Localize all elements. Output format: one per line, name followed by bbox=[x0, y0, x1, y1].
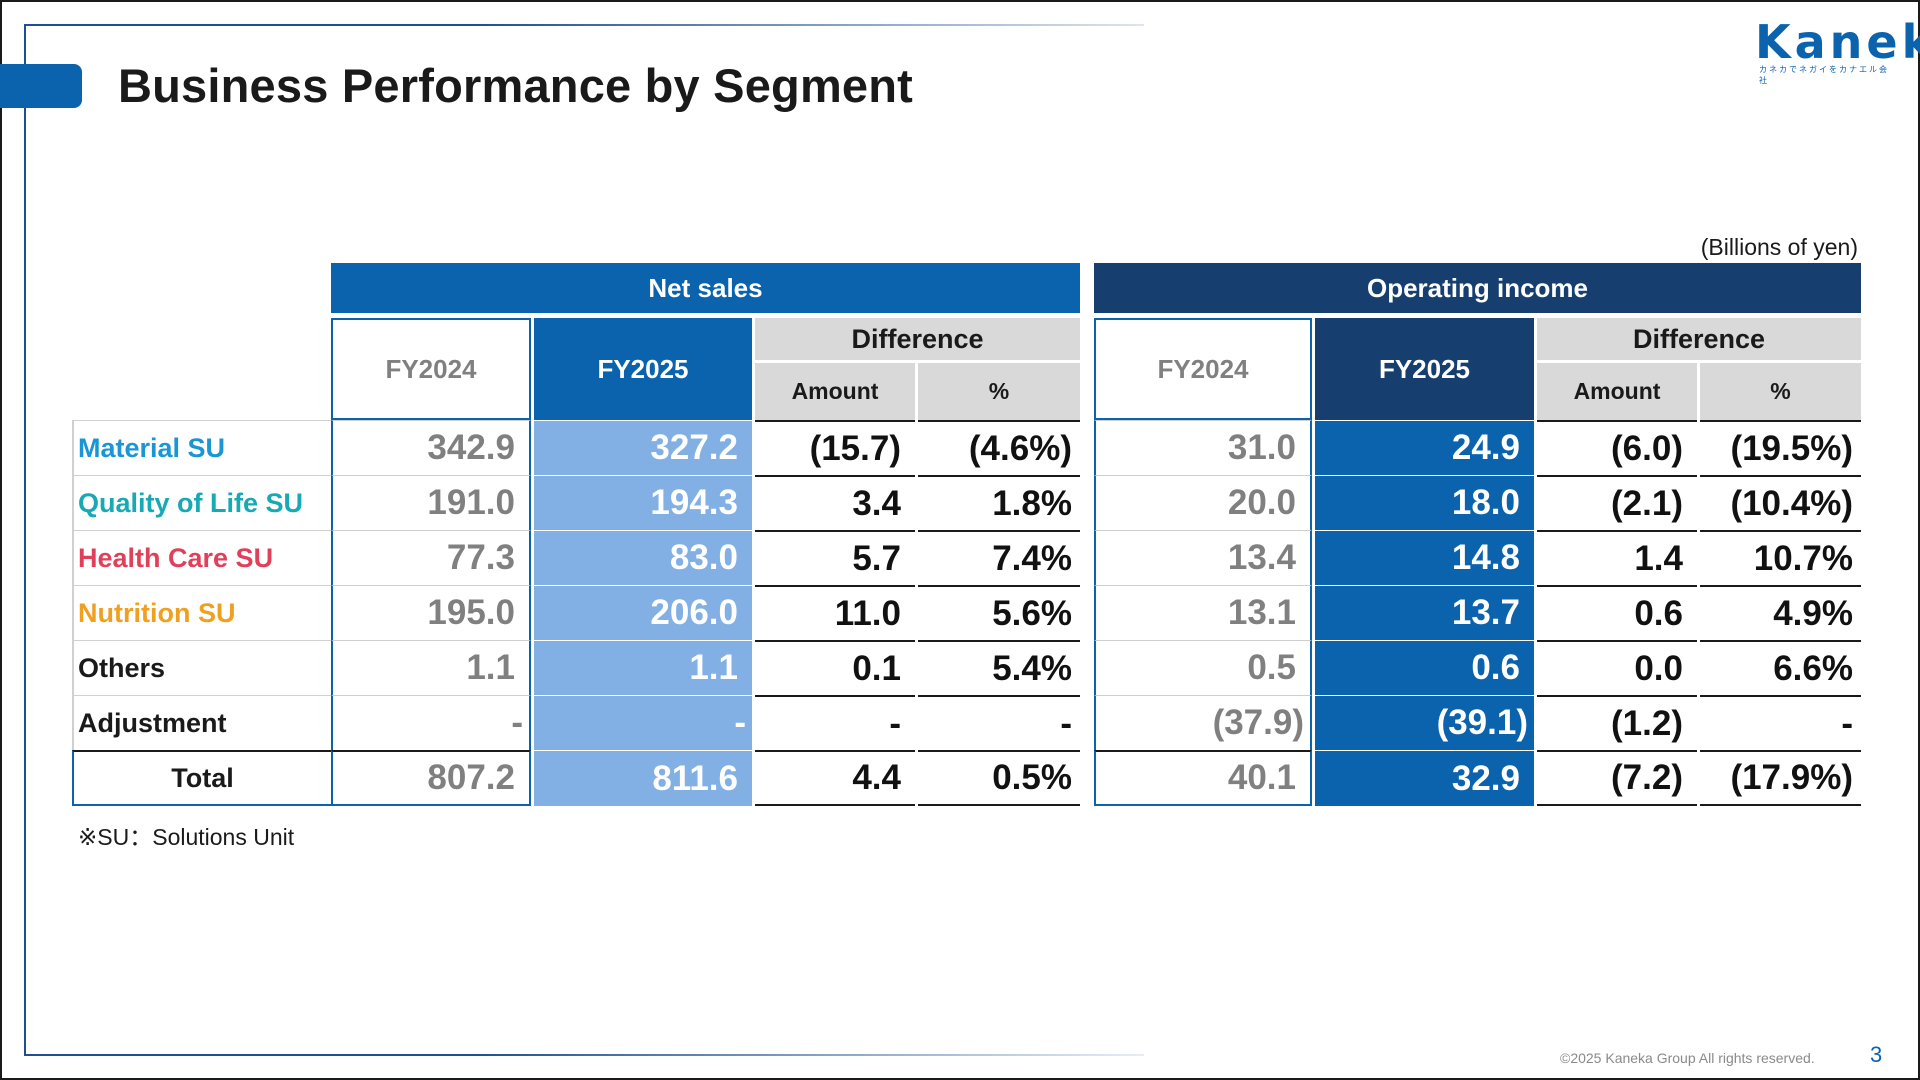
ns-amount-value: 11.0 bbox=[755, 585, 915, 640]
row-label: Nutrition SU bbox=[72, 585, 331, 640]
oi-pct-value: - bbox=[1700, 695, 1861, 750]
ns-fy2025-value: 83.0 bbox=[534, 530, 752, 585]
operating-income-header: Operating income bbox=[1094, 263, 1861, 313]
copyright: ©2025 Kaneka Group All rights reserved. bbox=[1560, 1050, 1815, 1066]
oi-amount-value: 0.6 bbox=[1537, 585, 1697, 640]
oi-pct-value: 10.7% bbox=[1700, 530, 1861, 585]
oi-fy2025-value: (39.1) bbox=[1315, 695, 1534, 750]
oi-pct-value: (10.4%) bbox=[1700, 475, 1861, 530]
ns-amount-value: 5.7 bbox=[755, 530, 915, 585]
oi-fy2024-header: FY2024 bbox=[1094, 318, 1312, 420]
unit-note: (Billions of yen) bbox=[1700, 234, 1858, 260]
row-label: Others bbox=[72, 640, 331, 695]
oi-fy2025-value: 14.8 bbox=[1315, 530, 1534, 585]
oi-fy2024-value: 13.1 bbox=[1094, 585, 1312, 640]
left-rule bbox=[24, 24, 26, 1054]
kaneka-logo: Kaneka カネカでネガイをカナエル会社 bbox=[1755, 15, 1920, 86]
oi-fy2025-total: 32.9 bbox=[1315, 750, 1534, 806]
oi-amount-value: (6.0) bbox=[1537, 420, 1697, 475]
oi-amount-total: (7.2) bbox=[1537, 750, 1697, 806]
footnote: ※SU：Solutions Unit bbox=[78, 824, 295, 850]
ns-amount-header: Amount bbox=[755, 363, 915, 420]
oi-amount-value: 1.4 bbox=[1537, 530, 1697, 585]
row-label: Material SU bbox=[72, 420, 331, 475]
oi-pct-value: 6.6% bbox=[1700, 640, 1861, 695]
oi-fy2025-value: 24.9 bbox=[1315, 420, 1534, 475]
ns-fy2025-value: - bbox=[534, 695, 752, 750]
oi-pct-header: % bbox=[1700, 363, 1861, 420]
ns-difference-header: Difference bbox=[755, 318, 1080, 360]
ns-pct-total: 0.5% bbox=[918, 750, 1080, 806]
oi-amount-value: 0.0 bbox=[1537, 640, 1697, 695]
total-label: Total bbox=[72, 750, 331, 806]
oi-fy2024-value: 31.0 bbox=[1094, 420, 1312, 475]
ns-amount-value: 3.4 bbox=[755, 475, 915, 530]
ns-pct-value: 5.6% bbox=[918, 585, 1080, 640]
ns-amount-value: (15.7) bbox=[755, 420, 915, 475]
title-accent-tab bbox=[0, 64, 82, 108]
oi-fy2024-total: 40.1 bbox=[1094, 750, 1312, 806]
ns-fy2024-value: 195.0 bbox=[331, 585, 531, 640]
oi-amount-value: (1.2) bbox=[1537, 695, 1697, 750]
oi-fy2024-value: 20.0 bbox=[1094, 475, 1312, 530]
ns-fy2025-total: 811.6 bbox=[534, 750, 752, 806]
row-label: Health Care SU bbox=[72, 530, 331, 585]
oi-amount-header: Amount bbox=[1537, 363, 1697, 420]
oi-fy2025-value: 13.7 bbox=[1315, 585, 1534, 640]
ns-fy2024-value: 191.0 bbox=[331, 475, 531, 530]
top-rule bbox=[24, 24, 1144, 26]
ns-pct-value: (4.6%) bbox=[918, 420, 1080, 475]
oi-pct-value: 4.9% bbox=[1700, 585, 1861, 640]
ns-pct-value: - bbox=[918, 695, 1080, 750]
row-label: Adjustment bbox=[72, 695, 331, 750]
page-number: 3 bbox=[1870, 1042, 1883, 1067]
oi-pct-value: (19.5%) bbox=[1700, 420, 1861, 475]
ns-pct-value: 5.4% bbox=[918, 640, 1080, 695]
ns-fy2024-total: 807.2 bbox=[331, 750, 531, 806]
ns-amount-value: - bbox=[755, 695, 915, 750]
logo-tagline: カネカでネガイをカナエル会社 bbox=[1759, 65, 1889, 85]
oi-fy2025-value: 0.6 bbox=[1315, 640, 1534, 695]
oi-fy2024-value: 0.5 bbox=[1094, 640, 1312, 695]
ns-fy2024-header: FY2024 bbox=[331, 318, 531, 420]
ns-fy2025-value: 206.0 bbox=[534, 585, 752, 640]
page-title: Business Performance by Segment bbox=[118, 59, 914, 112]
ns-fy2024-value: - bbox=[331, 695, 531, 750]
oi-difference-header: Difference bbox=[1537, 318, 1861, 360]
ns-fy2025-value: 194.3 bbox=[534, 475, 752, 530]
ns-fy2024-value: 1.1 bbox=[331, 640, 531, 695]
ns-pct-value: 1.8% bbox=[918, 475, 1080, 530]
ns-amount-value: 0.1 bbox=[755, 640, 915, 695]
row-label: Quality of Life SU bbox=[72, 475, 331, 530]
ns-fy2024-value: 342.9 bbox=[331, 420, 531, 475]
ns-pct-value: 7.4% bbox=[918, 530, 1080, 585]
oi-fy2024-value: 13.4 bbox=[1094, 530, 1312, 585]
logo-wordmark: Kaneka bbox=[1755, 15, 1920, 69]
oi-pct-total: (17.9%) bbox=[1700, 750, 1861, 806]
net-sales-header: Net sales bbox=[331, 263, 1080, 313]
ns-fy2024-value: 77.3 bbox=[331, 530, 531, 585]
ns-fy2025-header: FY2025 bbox=[534, 318, 752, 420]
oi-fy2024-value: (37.9) bbox=[1094, 695, 1312, 750]
oi-fy2025-value: 18.0 bbox=[1315, 475, 1534, 530]
ns-fy2025-value: 327.2 bbox=[534, 420, 752, 475]
oi-amount-value: (2.1) bbox=[1537, 475, 1697, 530]
ns-fy2025-value: 1.1 bbox=[534, 640, 752, 695]
oi-fy2025-header: FY2025 bbox=[1315, 318, 1534, 420]
ns-pct-header: % bbox=[918, 363, 1080, 420]
label-column-border bbox=[72, 420, 74, 750]
ns-amount-total: 4.4 bbox=[755, 750, 915, 806]
bottom-rule bbox=[24, 1054, 1144, 1056]
